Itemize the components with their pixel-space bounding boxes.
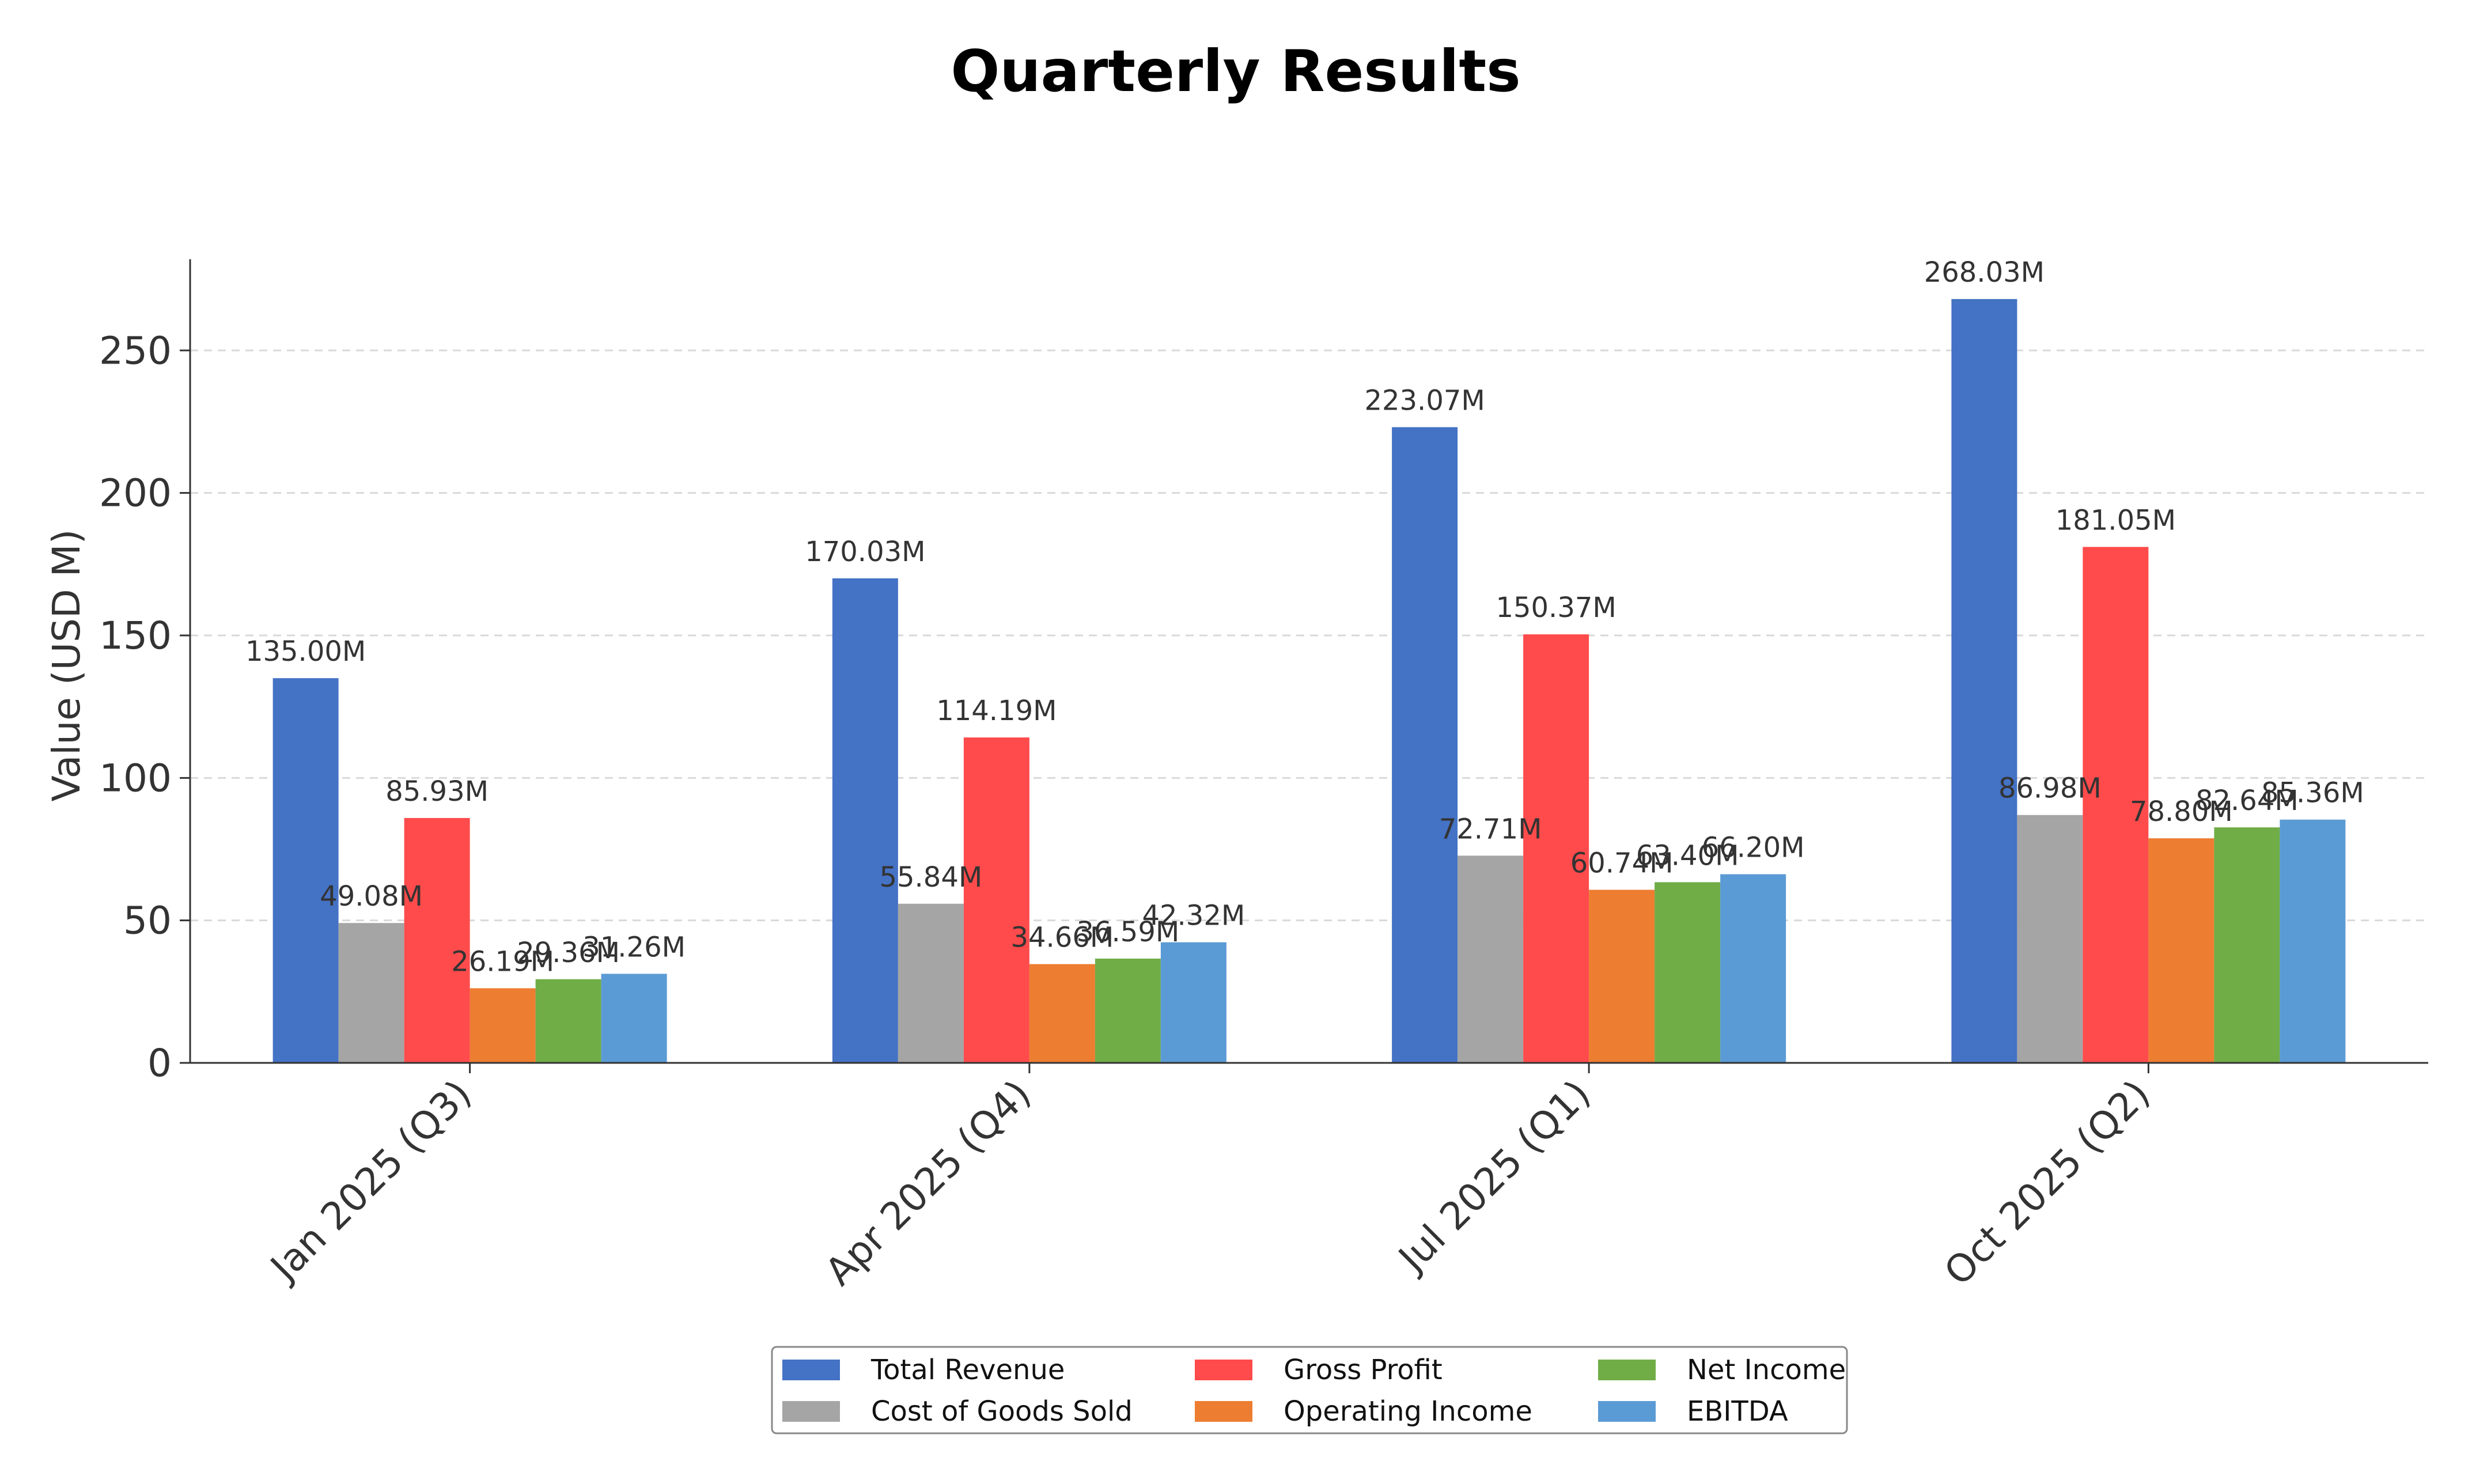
y-tick-label: 100 xyxy=(99,756,172,800)
bar-value-label: 49.08M xyxy=(320,880,423,913)
bar xyxy=(1523,634,1589,1063)
bar xyxy=(1458,855,1524,1063)
y-tick-label: 200 xyxy=(99,471,172,516)
y-tick-label: 0 xyxy=(147,1041,172,1085)
bar xyxy=(1655,882,1721,1063)
bar xyxy=(2148,838,2214,1063)
bar xyxy=(1720,874,1786,1063)
bar xyxy=(272,678,339,1063)
chart-title: Quarterly Results xyxy=(951,37,1520,105)
bar xyxy=(2280,819,2346,1063)
bar-value-label: 60.74M xyxy=(1570,847,1674,880)
bar-value-label: 36.59M xyxy=(1076,916,1179,948)
bar xyxy=(535,979,601,1063)
bar xyxy=(1392,427,1458,1063)
legend-label: Total Revenue xyxy=(870,1354,1065,1386)
bar xyxy=(1951,299,2017,1063)
legend-swatch xyxy=(1195,1360,1252,1380)
bar xyxy=(601,974,667,1063)
bar-value-label: 26.19M xyxy=(451,945,554,978)
bar-value-label: 150.37M xyxy=(1496,592,1616,624)
legend-label: Gross Profit xyxy=(1284,1354,1443,1386)
bar xyxy=(1029,964,1095,1063)
legend-swatch xyxy=(782,1360,840,1380)
bar xyxy=(338,923,404,1063)
bar-value-label: 170.03M xyxy=(805,536,925,568)
bar-value-label: 85.36M xyxy=(2261,777,2364,809)
bars xyxy=(272,299,2346,1063)
bar-value-label: 42.32M xyxy=(1142,900,1245,932)
bar-value-label: 82.64M xyxy=(2195,785,2299,817)
bar-value-label: 66.20M xyxy=(1702,832,1805,864)
legend-swatch xyxy=(1598,1360,1656,1380)
bar-value-label: 86.98M xyxy=(1998,773,2102,805)
bar-value-label: 63.40M xyxy=(1636,839,1739,872)
legend-label: Cost of Goods Sold xyxy=(871,1395,1133,1428)
bar-value-label: 114.19M xyxy=(936,695,1057,727)
bar xyxy=(1589,889,1655,1063)
legend-swatch xyxy=(1195,1401,1252,1422)
y-tick-label: 150 xyxy=(99,614,172,658)
bar-value-label: 181.05M xyxy=(2055,504,2176,536)
bar-value-label: 31.26M xyxy=(582,931,686,963)
bar xyxy=(2083,547,2149,1063)
bar-value-label: 268.03M xyxy=(1924,256,2045,289)
y-axis-label: Value (USD M) xyxy=(44,529,89,802)
bar-value-label: 85.93M xyxy=(385,775,489,808)
legend-swatch xyxy=(1598,1401,1656,1422)
legend-box xyxy=(771,1346,1848,1434)
bar-value-label: 55.84M xyxy=(879,861,982,894)
legend-swatch xyxy=(782,1401,840,1422)
bar xyxy=(1160,942,1226,1063)
bar xyxy=(898,903,964,1063)
bar-value-label: 29.36M xyxy=(517,937,620,969)
bar xyxy=(404,817,470,1063)
legend-label: EBITDA xyxy=(1687,1395,1788,1428)
bar-value-label: 34.66M xyxy=(1010,922,1114,954)
bar xyxy=(2017,815,2083,1063)
bar-value-label: 78.80M xyxy=(2130,796,2233,828)
bar-value-label: 223.07M xyxy=(1364,385,1485,417)
legend-label: Operating Income xyxy=(1284,1395,1532,1428)
y-tick-label: 250 xyxy=(99,328,172,373)
bar xyxy=(832,578,898,1063)
legend: Total Revenue Cost of Goods Sold Gross Pro… xyxy=(771,1346,1848,1434)
bar xyxy=(470,988,536,1063)
bar-value-label: 135.00M xyxy=(245,635,366,668)
bar-value-label: 72.71M xyxy=(1439,813,1542,845)
bar xyxy=(963,737,1029,1063)
legend-label: Net Income xyxy=(1687,1354,1846,1386)
bar xyxy=(2214,827,2280,1063)
y-tick-label: 50 xyxy=(123,899,172,943)
bar xyxy=(1095,958,1161,1063)
